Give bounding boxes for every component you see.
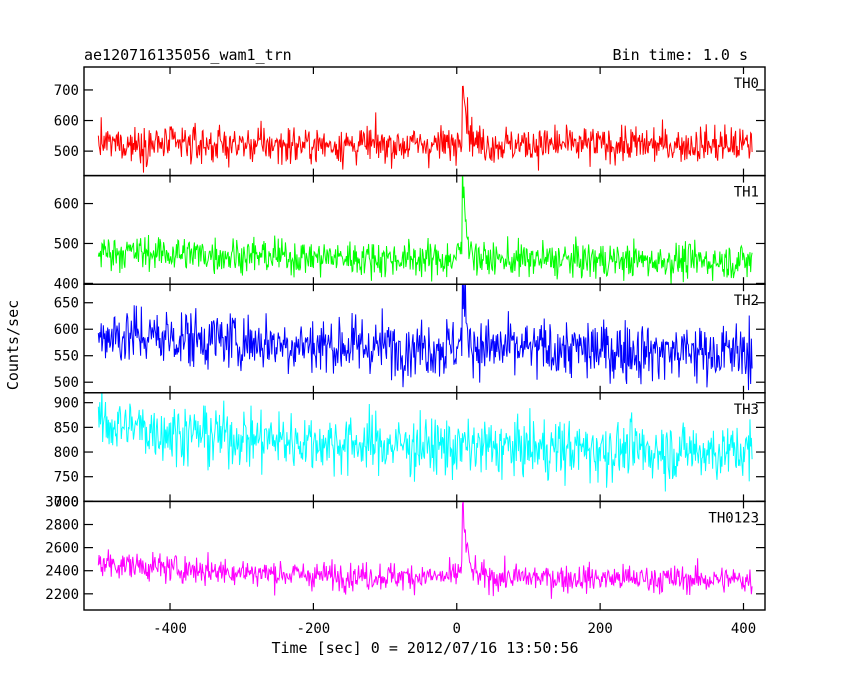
panel-th3: 700 750 800 850 900 TH3: [54, 392, 766, 510]
y-tick-label: 2600: [45, 541, 79, 557]
panel-label: TH0123: [708, 510, 759, 526]
x-tick-label: 0: [453, 621, 461, 637]
y-tick-label: 900: [54, 396, 79, 412]
y-tick-label: 550: [54, 349, 79, 365]
series-line-th2: [97, 284, 753, 391]
panel-label: TH0: [734, 76, 759, 92]
x-tick-label: 400: [731, 621, 756, 637]
y-tick-label: 700: [54, 83, 79, 99]
y-axis-label: Counts/sec: [4, 300, 22, 390]
y-tick-label: 500: [54, 236, 79, 252]
y-tick-label: 800: [54, 445, 79, 461]
panel-th0: 500 600 700 TH0: [54, 66, 766, 177]
panel-th2: 500 550 600 650 TH2: [54, 283, 766, 394]
y-tick-label: 600: [54, 322, 79, 338]
y-tick-label: 400: [54, 276, 79, 292]
panel-label: TH1: [734, 185, 759, 201]
panel-th1: 400 500 600 TH1: [54, 174, 766, 292]
y-tick-label: 2800: [45, 518, 79, 534]
panel-label: TH3: [734, 402, 759, 418]
panel-th0123: 2200 2400 2600 2800 3000 TH0123: [45, 494, 766, 611]
y-tick-label: 500: [54, 375, 79, 391]
x-tick-label: -200: [297, 621, 331, 637]
y-tick-label: 2200: [45, 587, 79, 603]
y-tick-label: 700: [54, 494, 79, 510]
y-tick-label: 500: [54, 144, 79, 160]
series-line-th1: [97, 175, 753, 285]
y-tick-label: 650: [54, 296, 79, 312]
y-tick-label: 600: [54, 197, 79, 213]
series-line-th3: [97, 392, 753, 492]
y-tick-label: 750: [54, 470, 79, 486]
y-tick-label: 2400: [45, 564, 79, 580]
x-axis-label: Time [sec] 0 = 2012/07/16 13:50:56: [271, 639, 578, 657]
chart-title: ae120716135056_wam1_trn: [84, 46, 292, 64]
panels: 500 600 700 TH0 400 500 600 TH1 500 550 600 650 TH2 7…: [45, 66, 766, 637]
panel-frame: [83, 500, 766, 611]
y-tick-label: 3000: [45, 494, 79, 510]
bin-time-label: Bin time: 1.0 s: [613, 46, 748, 64]
panel-label: TH2: [734, 293, 759, 309]
x-tick-label: 200: [587, 621, 612, 637]
x-tick-label: -400: [153, 621, 187, 637]
series-line-th0: [97, 85, 753, 173]
y-tick-label: 850: [54, 420, 79, 436]
series-line-th0123: [97, 501, 753, 599]
y-tick-label: 600: [54, 114, 79, 130]
